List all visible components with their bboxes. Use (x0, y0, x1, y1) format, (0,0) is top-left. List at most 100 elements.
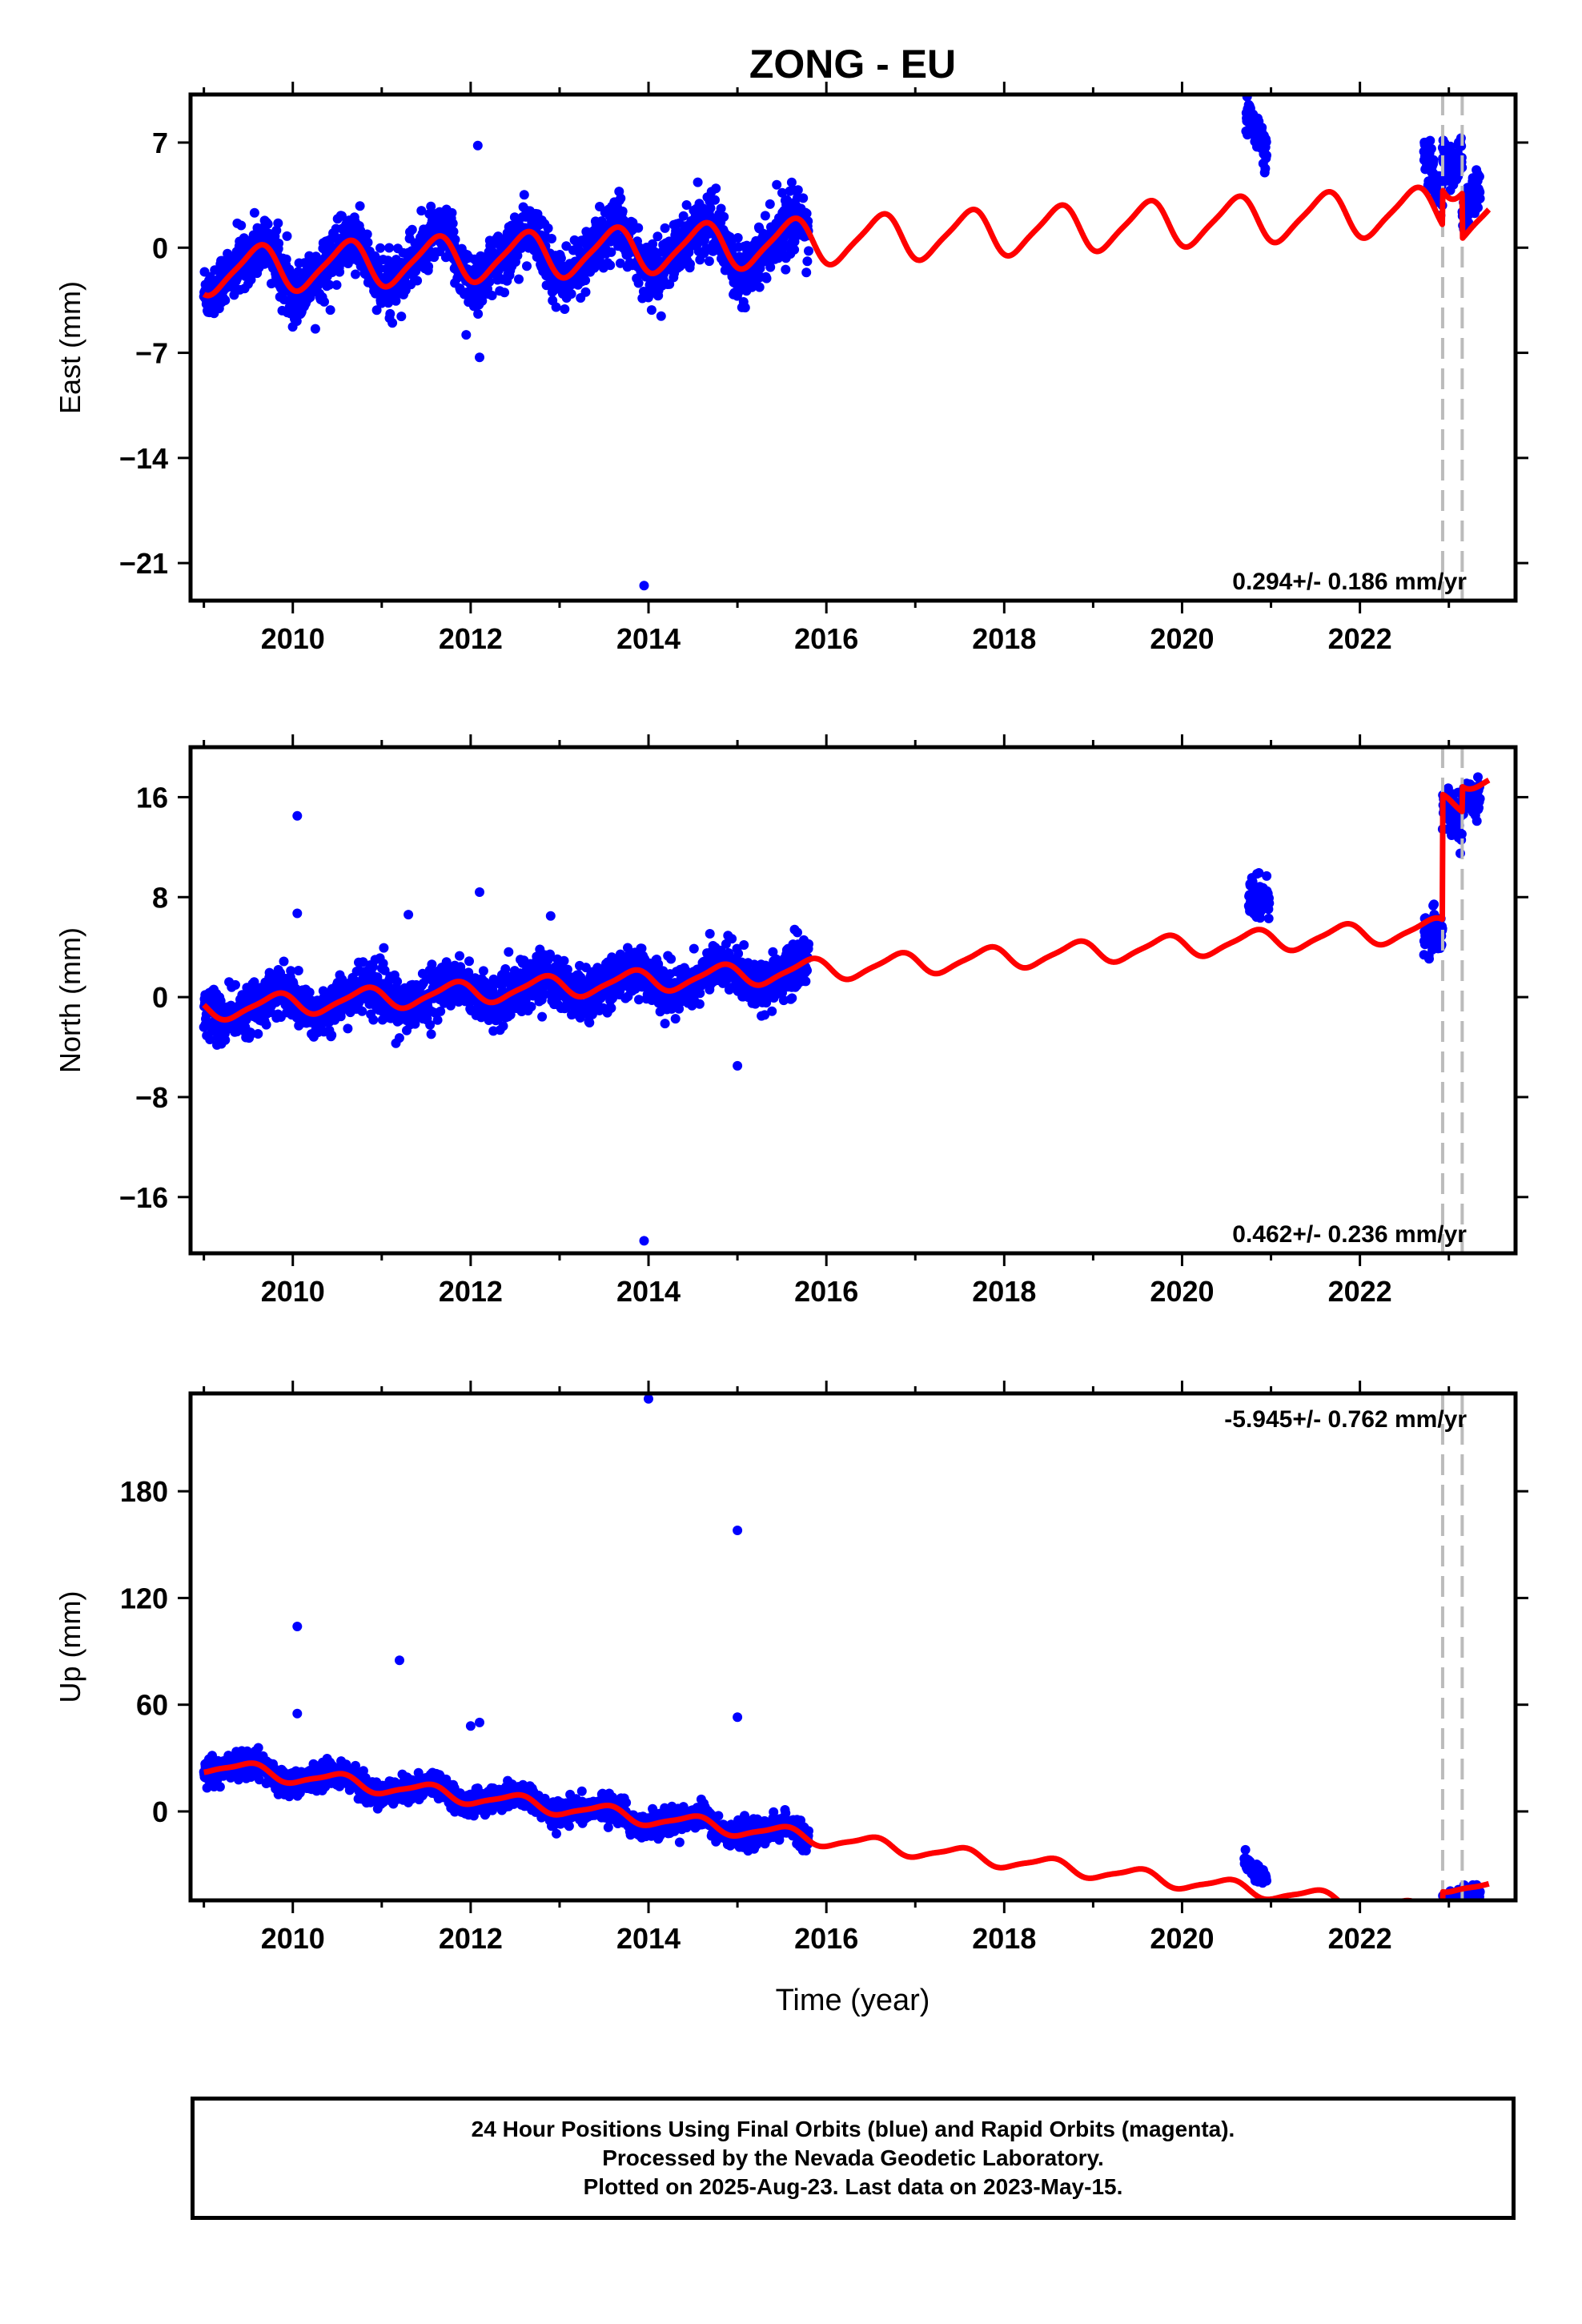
data-point (343, 1023, 353, 1034)
data-point (616, 193, 626, 203)
data-point (512, 251, 523, 261)
data-point (498, 1021, 508, 1031)
y-tick-label: 16 (136, 781, 168, 814)
data-point (215, 995, 226, 1006)
data-point (760, 211, 770, 221)
data-point (1473, 203, 1483, 213)
data-point (556, 253, 566, 263)
y-tick-label: 0 (152, 981, 168, 1014)
data-point (652, 231, 663, 242)
x-tick-label: 2010 (261, 1275, 325, 1308)
data-point (375, 243, 385, 253)
data-point (580, 287, 591, 297)
x-axis-east: 2010 2012 2014 2016 2018 2020 2022 (203, 82, 1451, 655)
data-point (740, 303, 750, 313)
data-point (704, 256, 714, 267)
x-tick-label: 2018 (972, 622, 1036, 655)
data-point (767, 1006, 777, 1016)
data-point (426, 201, 436, 211)
data-point (754, 282, 765, 292)
data-point (281, 254, 291, 264)
data-point (559, 955, 569, 966)
data-point (504, 947, 514, 957)
x-tick-label: 2012 (439, 1275, 503, 1308)
outlier-point (292, 908, 303, 919)
data-point (711, 183, 721, 194)
data-point (484, 276, 495, 287)
data-point (802, 256, 813, 267)
y-axis-east: 70−7−14−21 (119, 127, 1528, 580)
data-point (710, 195, 720, 205)
data-point (273, 218, 283, 228)
data-point (1263, 913, 1274, 923)
data-point (448, 219, 458, 228)
data-point (368, 1015, 379, 1025)
data-point (241, 1015, 251, 1025)
y-tick-label: 7 (152, 127, 168, 159)
data-point (336, 211, 347, 221)
data-point (426, 1029, 436, 1039)
data-points-east-2 (1419, 133, 1485, 235)
data-point (379, 943, 389, 953)
data-point (357, 1006, 367, 1016)
data-point (660, 1019, 670, 1029)
data-point (617, 206, 628, 216)
data-point (236, 220, 247, 231)
data-point (1424, 954, 1434, 964)
data-point (804, 246, 813, 256)
data-point (362, 229, 372, 239)
data-point (394, 1033, 404, 1043)
data-point (801, 976, 811, 987)
data-point (1264, 898, 1275, 908)
plot-frame-east (188, 92, 1518, 603)
y-tick-label: 0 (152, 231, 168, 264)
data-point (392, 976, 403, 987)
data-point (487, 291, 497, 300)
data-point (464, 956, 474, 967)
data-point (781, 264, 791, 275)
data-point (787, 993, 797, 1003)
data-point (646, 305, 656, 316)
data-point (385, 308, 396, 319)
data-point (407, 224, 417, 235)
data-point (643, 292, 653, 303)
outlier-point (545, 911, 556, 921)
x-tick-label: 2012 (439, 622, 503, 655)
data-point (335, 267, 345, 277)
data-point (633, 278, 644, 288)
data-point (733, 233, 743, 243)
data-point (1262, 870, 1272, 881)
data-point (793, 927, 802, 938)
y-axis-label-east: East (mm) (54, 281, 86, 414)
data-point (719, 211, 729, 222)
data-point (1261, 137, 1271, 147)
data-point (685, 259, 695, 269)
data-point (325, 305, 335, 316)
panel-east: 2010 2012 2014 2016 2018 2020 202270−7−14−21Ea… (54, 82, 1528, 655)
data-point (274, 238, 284, 248)
data-point (220, 296, 231, 305)
data-point (802, 965, 812, 975)
data-point (246, 1029, 256, 1039)
data-point (351, 269, 360, 279)
rate-label-north: 0.462+/- 0.236 mm/yr (1232, 1221, 1467, 1248)
data-point (519, 190, 529, 200)
data-point (705, 203, 716, 213)
data-point (424, 261, 434, 271)
plot-area-up (199, 1393, 1492, 1900)
y-tick-label: −21 (119, 547, 168, 580)
data-point (396, 312, 407, 322)
x-tick-label: 2016 (794, 622, 858, 655)
data-point (477, 296, 488, 306)
data-point (1445, 141, 1456, 151)
data-point (761, 273, 772, 283)
data-point (660, 223, 670, 233)
data-point (793, 185, 803, 195)
data-point (455, 951, 464, 961)
data-point (279, 956, 289, 967)
data-point (804, 939, 813, 949)
x-tick-label: 2014 (616, 1275, 681, 1308)
data-point (1262, 151, 1271, 160)
data-point (560, 304, 570, 314)
